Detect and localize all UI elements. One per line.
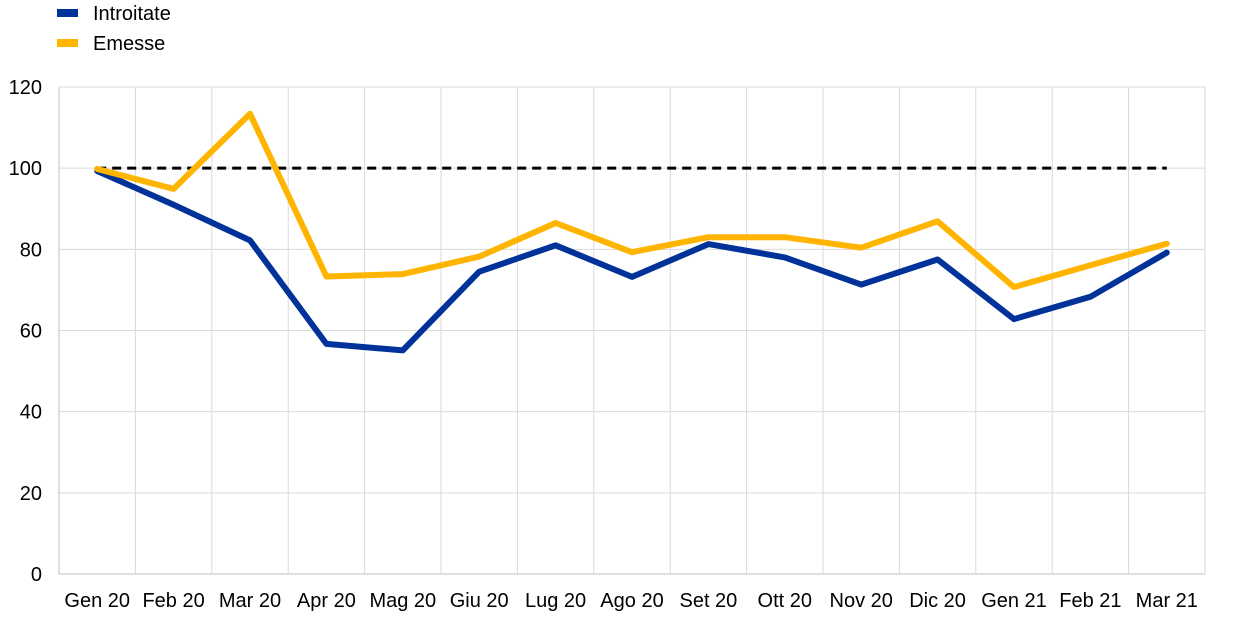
grid bbox=[58, 86, 1206, 575]
y-axis-ticks: 0 20 40 60 80 100 120 bbox=[9, 77, 42, 586]
y-tick-label: 0 bbox=[31, 564, 42, 586]
y-tick-label: 60 bbox=[20, 321, 42, 343]
y-tick-label: 80 bbox=[20, 239, 42, 261]
x-tick-label: Gen 21 bbox=[981, 590, 1047, 612]
legend: Introitate Emesse bbox=[57, 3, 171, 55]
x-tick-label: Nov 20 bbox=[830, 590, 893, 612]
series-line-emesse bbox=[94, 110, 1170, 291]
x-tick-label: Mar 20 bbox=[219, 590, 281, 612]
x-tick-label: Ott 20 bbox=[758, 590, 812, 612]
x-tick-label: Apr 20 bbox=[297, 590, 356, 612]
x-tick-label: Gen 20 bbox=[64, 590, 130, 612]
series-group bbox=[94, 110, 1170, 354]
legend-label-emesse: Emesse bbox=[93, 33, 165, 55]
x-tick-label: Ago 20 bbox=[600, 590, 663, 612]
x-axis-ticks: Gen 20 Feb 20 Mar 20 Apr 20 Mag 20 Giu 20 Lug … bbox=[64, 590, 1198, 612]
x-tick-label: Lug 20 bbox=[525, 590, 586, 612]
y-tick-label: 120 bbox=[9, 77, 42, 99]
x-tick-label: Mar 21 bbox=[1136, 590, 1198, 612]
legend-swatch-emesse bbox=[57, 39, 78, 47]
legend-label-introitate: Introitate bbox=[93, 3, 171, 25]
x-tick-label: Set 20 bbox=[679, 590, 737, 612]
x-tick-label: Mag 20 bbox=[369, 590, 436, 612]
x-tick-label: Feb 20 bbox=[142, 590, 204, 612]
legend-swatch-introitate bbox=[57, 9, 78, 17]
x-tick-label: Giu 20 bbox=[450, 590, 509, 612]
y-tick-label: 100 bbox=[9, 158, 42, 180]
x-tick-label: Dic 20 bbox=[909, 590, 966, 612]
series-line-introitate bbox=[94, 168, 1170, 354]
y-tick-label: 20 bbox=[20, 483, 42, 505]
x-tick-label: Feb 21 bbox=[1059, 590, 1121, 612]
y-tick-label: 40 bbox=[20, 402, 42, 424]
